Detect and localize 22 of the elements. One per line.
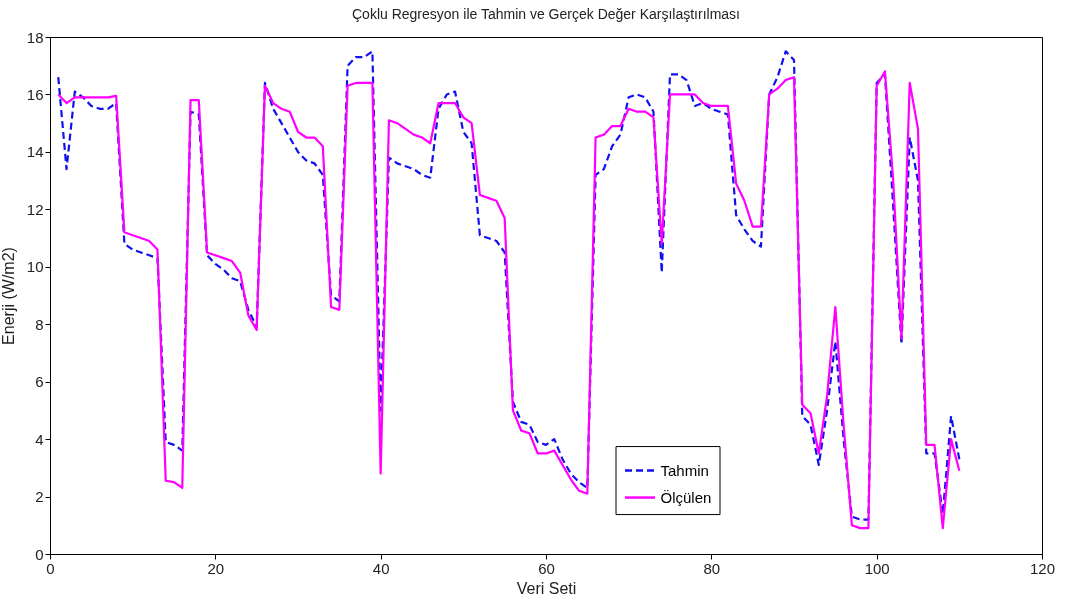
y-tick-label: 16 bbox=[26, 85, 44, 103]
y-tick-label: 8 bbox=[35, 315, 44, 333]
legend-label: Ölçülen bbox=[660, 488, 712, 506]
x-tick-label: 60 bbox=[538, 559, 555, 577]
y-tick-label: 0 bbox=[35, 545, 44, 563]
y-tick-label: 12 bbox=[26, 200, 44, 218]
x-tick-label: 100 bbox=[864, 559, 890, 577]
x-axis-title: Veri Seti bbox=[516, 579, 577, 597]
legend-label: Tahmin bbox=[660, 461, 709, 479]
y-tick-label: 18 bbox=[26, 28, 44, 46]
y-tick-label: 6 bbox=[35, 373, 44, 391]
chart-title: Çoklu Regresyon ile Tahmin ve Gerçek Değer Karşılaştırılması bbox=[351, 6, 741, 22]
y-tick-label: 4 bbox=[35, 430, 44, 448]
y-axis-title: Enerji (W/m2) bbox=[0, 247, 17, 345]
y-tick-label: 14 bbox=[26, 143, 44, 161]
x-tick-label: 40 bbox=[372, 559, 390, 577]
x-tick-label: 0 bbox=[46, 559, 55, 577]
y-tick-label: 2 bbox=[35, 488, 44, 506]
y-tick-label: 10 bbox=[26, 258, 44, 276]
x-tick-label: 120 bbox=[1029, 559, 1056, 577]
x-tick-label: 20 bbox=[207, 559, 225, 577]
x-tick-label: 80 bbox=[703, 559, 721, 577]
